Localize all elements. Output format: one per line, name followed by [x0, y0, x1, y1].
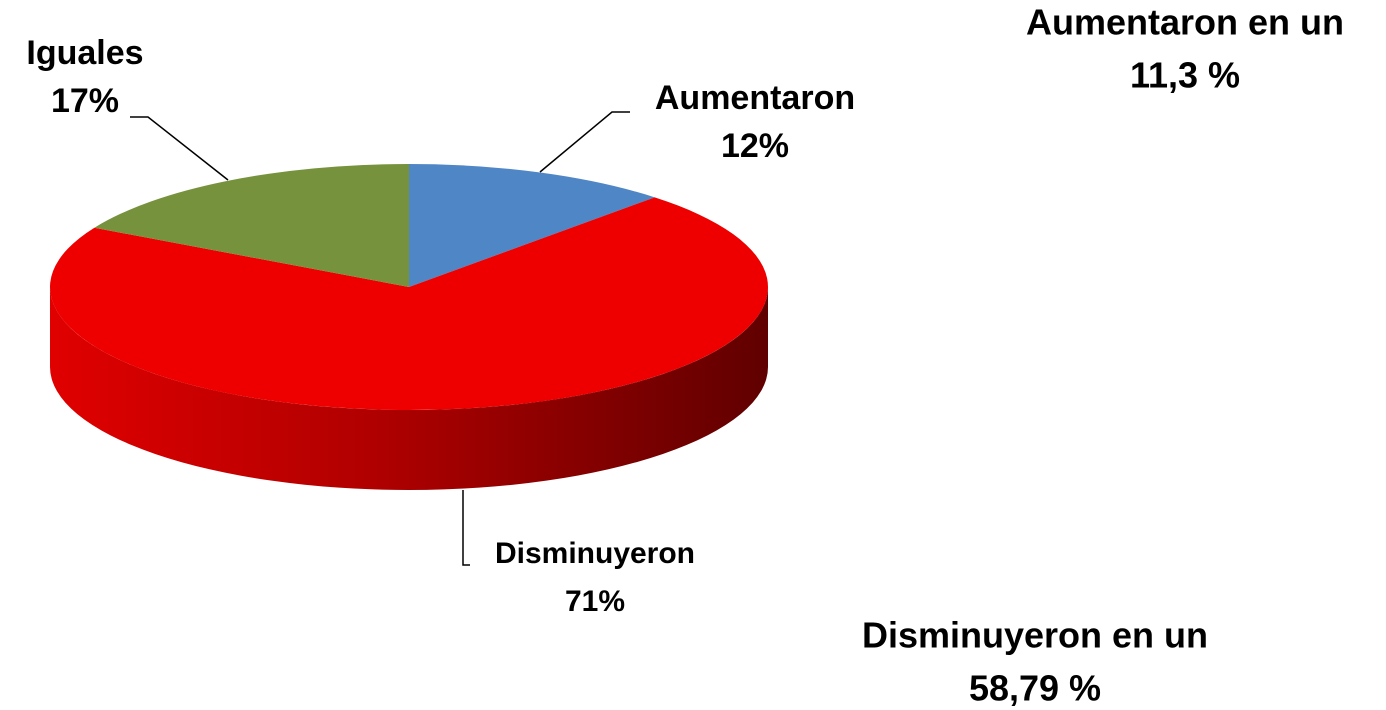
slice-label: Disminuyeron — [495, 537, 695, 570]
slice-value-label: 12% — [721, 127, 789, 165]
slice-label: Iguales — [26, 34, 143, 72]
pie-slice — [409, 164, 655, 287]
slice-value-label: 71% — [565, 585, 625, 618]
leader-line — [539, 111, 630, 173]
annotation: 58,79 % — [969, 668, 1101, 709]
leader-line — [462, 490, 470, 566]
slice-value-label: 17% — [51, 82, 119, 120]
pie-side — [50, 287, 768, 490]
pie-slice — [94, 164, 410, 287]
labels: Aumentaron 12% Disminuyeron 71% Iguales 17% Au… — [26, 2, 1344, 709]
pie-slice — [50, 197, 769, 410]
slice-label: Aumentaron — [655, 79, 855, 117]
annotation: 11,3 % — [1130, 55, 1240, 96]
pie — [50, 164, 769, 490]
annotation: Disminuyeron en un — [862, 615, 1208, 656]
annotation: Aumentaron en un — [1026, 2, 1344, 43]
leader-line — [130, 116, 229, 181]
